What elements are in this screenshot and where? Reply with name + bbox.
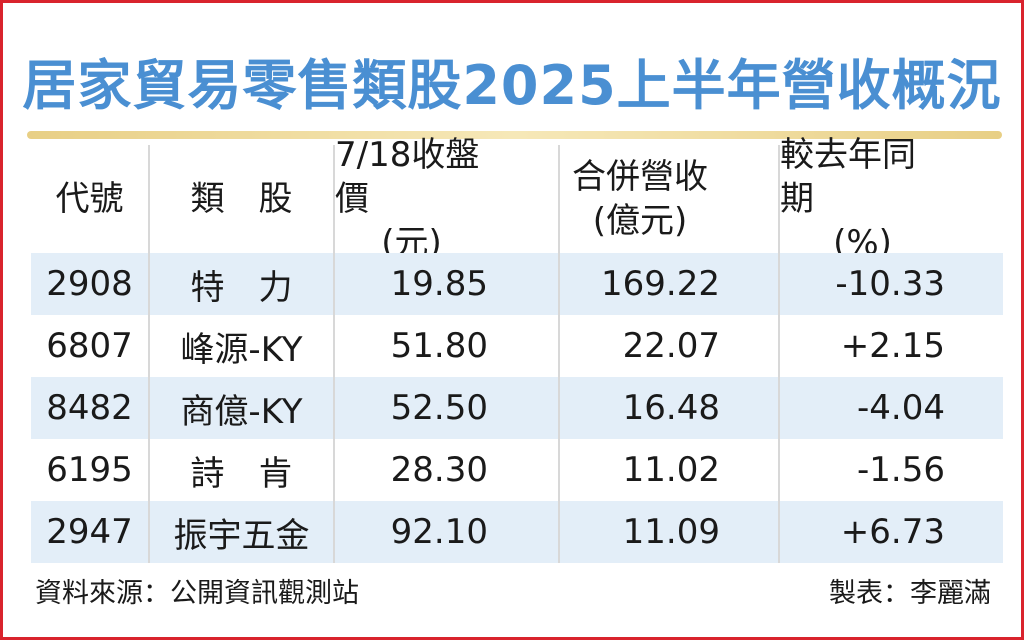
- data-row: 6195 詩 肯 28.30 11.02 -1.56: [31, 439, 1003, 501]
- title: 居家貿易零售類股2025上半年營收概況: [22, 54, 1002, 117]
- cell: 峰源-KY: [148, 315, 333, 377]
- cell: 振宇五金: [148, 501, 333, 563]
- author: 製表：李麗滿: [829, 578, 991, 609]
- data-row: 6807 峰源-KY 51.80 22.07 +2.15: [31, 315, 1003, 377]
- header-text: 7/18收盤價: [335, 135, 480, 219]
- header-text: 合併營收: [572, 157, 708, 197]
- cell: 19.85: [333, 253, 558, 315]
- cell: 6807: [46, 326, 133, 366]
- cell: 2947: [46, 512, 133, 552]
- cell: -10.33: [778, 253, 1003, 315]
- cell: +6.73: [778, 501, 1003, 563]
- cell: 2908: [46, 264, 133, 304]
- data-row: 2947 振宇五金 92.10 11.09 +6.73: [31, 501, 1003, 563]
- header-text: 類 股: [190, 179, 293, 219]
- cell: 詩 肯: [148, 439, 333, 501]
- cell: 商億-KY: [148, 377, 333, 439]
- title-rule: [27, 131, 1002, 139]
- data-row: 2908 特 力 19.85 169.22 -10.33: [31, 253, 1003, 315]
- cell: -4.04: [778, 377, 1003, 439]
- cell: 11.02: [558, 439, 778, 501]
- cell: 特 力: [148, 253, 333, 315]
- header-text: (億元): [592, 201, 688, 241]
- header-text: 較去年同期: [780, 135, 916, 219]
- cell: -1.56: [778, 439, 1003, 501]
- cell: 169.22: [558, 253, 778, 315]
- header-cell: 合併營收 (億元): [558, 145, 778, 253]
- header-cell: 代號: [31, 145, 148, 253]
- header-cell: 7/18收盤價 (元): [333, 135, 558, 263]
- cell: 16.48: [558, 377, 778, 439]
- header-text: 代號: [55, 179, 124, 219]
- cell: 52.50: [333, 377, 558, 439]
- cell: 92.10: [333, 501, 558, 563]
- cell: +2.15: [778, 315, 1003, 377]
- header-cell: 較去年同期 (%): [778, 135, 1003, 263]
- cell: 28.30: [333, 439, 558, 501]
- data-row: 8482 商億-KY 52.50 16.48 -4.04: [31, 377, 1003, 439]
- header-cell: 類 股: [148, 145, 333, 253]
- cell: 22.07: [558, 315, 778, 377]
- cell: 51.80: [333, 315, 558, 377]
- cell: 6195: [46, 450, 133, 490]
- table: 代號類 股 7/18收盤價 (元) 合併營收 (億元) 較去年同期 (%) 2908 特 力 19…: [31, 135, 1003, 563]
- header-row: 代號類 股 7/18收盤價 (元) 合併營收 (億元) 較去年同期 (%): [31, 135, 1003, 263]
- cell: 8482: [46, 388, 133, 428]
- cell: 11.09: [558, 501, 778, 563]
- source: 資料來源：公開資訊觀測站: [35, 578, 359, 609]
